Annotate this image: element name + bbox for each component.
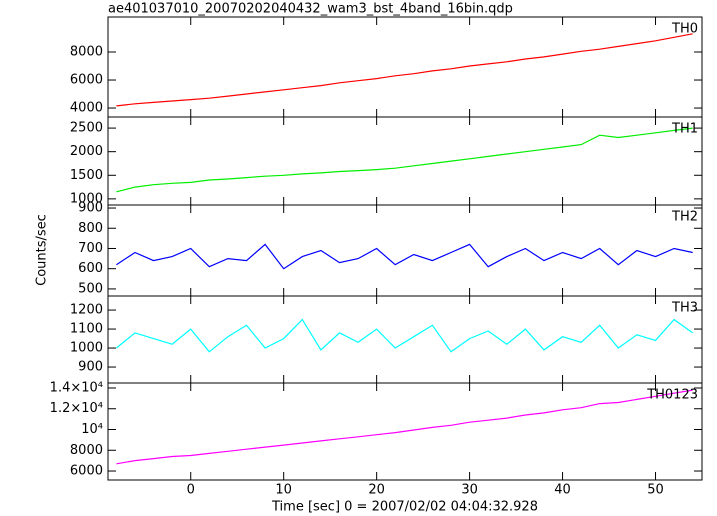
panel-frame — [107, 204, 703, 297]
panel-frame — [107, 116, 703, 206]
y-tick-label: 4000 — [70, 101, 103, 116]
y-tick-label: 600 — [78, 261, 103, 276]
y-tick-label: 6000 — [70, 464, 103, 479]
series-line — [116, 243, 693, 270]
y-tick-label: 1.2×10⁴ — [50, 401, 103, 416]
panel-frame — [107, 295, 703, 384]
panel-label: TH0 — [671, 22, 698, 37]
y-tick-label: 1000 — [70, 191, 103, 206]
x-axis-label: Time [sec] 0 = 2007/02/02 04:04:32.928 — [271, 500, 538, 515]
x-tick-label: 30 — [461, 483, 478, 498]
y-tick-label: 10⁴ — [81, 422, 103, 437]
y-tick-label: 500 — [78, 281, 103, 296]
panel-frame — [107, 382, 703, 481]
panel-label: TH0123 — [646, 388, 698, 403]
panel-frame — [107, 16, 703, 118]
series-line — [116, 389, 693, 465]
y-tick-label: 6000 — [70, 73, 103, 88]
chart-title: ae401037010_20070202040432_wam3_bst_4ban… — [108, 2, 513, 17]
x-tick-label: 40 — [554, 483, 571, 498]
y-axis-label: Counts/sec — [35, 214, 50, 286]
y-tick-label: 900 — [78, 201, 103, 216]
y-tick-label: 1.4×10⁴ — [50, 380, 103, 395]
panel-label: TH1 — [671, 122, 698, 137]
y-tick-label: 8000 — [70, 443, 103, 458]
y-tick-label: 8000 — [70, 45, 103, 60]
x-tick-label: 50 — [647, 483, 664, 498]
y-tick-label: 2000 — [70, 144, 103, 159]
x-tick-label: 10 — [275, 483, 292, 498]
panel-label: TH2 — [671, 210, 698, 225]
y-tick-label: 1500 — [70, 168, 103, 183]
y-tick-label: 1200 — [70, 303, 103, 318]
y-tick-label: 700 — [78, 241, 103, 256]
y-tick-label: 1100 — [70, 322, 103, 337]
series-line — [116, 33, 693, 107]
series-line — [116, 318, 694, 353]
x-tick-label: 0 — [187, 483, 195, 498]
series-line — [116, 127, 693, 193]
y-tick-label: 900 — [78, 360, 103, 375]
x-tick-label: 20 — [368, 483, 385, 498]
y-tick-label: 2500 — [70, 121, 103, 136]
y-tick-label: 800 — [78, 221, 103, 236]
y-tick-label: 1000 — [70, 341, 103, 356]
panel-label: TH3 — [671, 301, 698, 316]
